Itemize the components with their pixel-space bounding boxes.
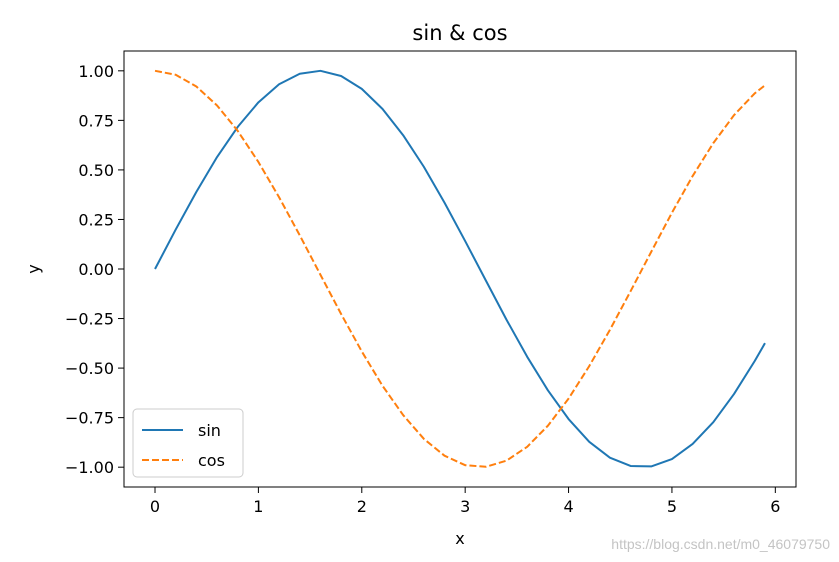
x-tick-label: 0	[150, 497, 160, 516]
series-line-sin	[154, 69, 766, 468]
legend-box	[132, 408, 244, 478]
series-layer	[154, 69, 766, 468]
chart-title: sin & cos	[412, 21, 507, 45]
y-axis-label: y	[24, 264, 43, 273]
y-tick-label: −0.50	[65, 359, 114, 378]
y-tick-label: 1.00	[78, 62, 114, 81]
x-tick-label: 4	[563, 497, 573, 516]
x-tick-label: 3	[460, 497, 470, 516]
x-tick-label: 2	[357, 497, 367, 516]
x-tick-label: 6	[770, 497, 780, 516]
y-tick-label: −1.00	[65, 458, 114, 477]
y-tick-label: 0.50	[78, 161, 114, 180]
y-tick-label: −0.25	[65, 310, 114, 329]
x-axis: 0 1 2 3 4 5 6	[150, 487, 780, 516]
series-line-cos	[154, 69, 766, 468]
watermark-text: https://blog.csdn.net/m0_46079750	[611, 536, 830, 552]
legend-label-sin: sin	[198, 421, 221, 440]
y-tick-label: 0.25	[78, 210, 114, 229]
x-axis-label: x	[455, 529, 464, 548]
legend: sin cos	[132, 408, 244, 478]
y-axis: 1.00 0.75 0.50 0.25 0.00 −0.25 −0.50 −0.75 −1.00	[65, 62, 124, 477]
y-tick-label: 0.75	[78, 111, 114, 130]
legend-label-cos: cos	[198, 451, 225, 470]
y-tick-label: −0.75	[65, 409, 114, 428]
x-tick-label: 5	[667, 497, 677, 516]
y-tick-label: 0.00	[78, 260, 114, 279]
x-tick-label: 1	[253, 497, 263, 516]
